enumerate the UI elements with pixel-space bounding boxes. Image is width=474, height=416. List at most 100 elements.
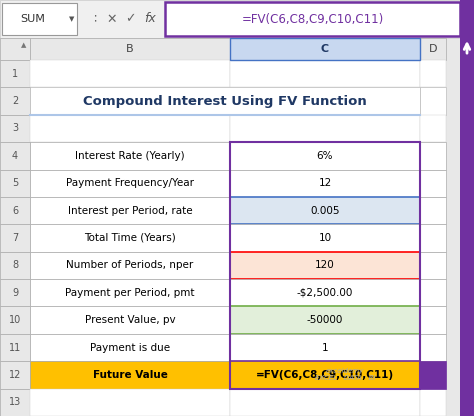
Bar bbox=[460, 38, 474, 416]
Text: =FV(C6,C8,C9,C10,C11): =FV(C6,C8,C9,C10,C11) bbox=[256, 370, 394, 380]
Bar bbox=[30, 334, 230, 361]
Bar bbox=[30, 252, 230, 279]
Text: 12: 12 bbox=[9, 370, 21, 380]
Bar bbox=[30, 60, 230, 87]
Bar bbox=[420, 224, 446, 252]
Bar bbox=[0, 279, 30, 307]
Bar bbox=[80, 3, 155, 35]
Text: 120: 120 bbox=[315, 260, 335, 270]
Text: 0.005: 0.005 bbox=[310, 206, 340, 215]
Bar bbox=[30, 224, 230, 252]
Bar bbox=[0, 115, 30, 142]
Bar bbox=[30, 38, 230, 60]
Text: -50000: -50000 bbox=[307, 315, 343, 325]
Text: ✓: ✓ bbox=[125, 12, 135, 25]
Bar bbox=[230, 224, 420, 252]
Text: C: C bbox=[321, 44, 329, 54]
Bar bbox=[30, 142, 230, 170]
Bar bbox=[0, 60, 30, 87]
Bar bbox=[230, 170, 420, 197]
Text: Number of Periods, nper: Number of Periods, nper bbox=[66, 260, 193, 270]
Bar bbox=[230, 115, 420, 142]
Text: 5: 5 bbox=[12, 178, 18, 188]
Bar bbox=[420, 38, 446, 60]
Bar bbox=[30, 389, 230, 416]
Text: Payment per Period, pmt: Payment per Period, pmt bbox=[65, 288, 195, 298]
Text: 2: 2 bbox=[12, 96, 18, 106]
Bar bbox=[420, 389, 446, 416]
Text: =FV(C6,C8,C9,C10,C11): =FV(C6,C8,C9,C10,C11) bbox=[241, 12, 383, 25]
Text: 13: 13 bbox=[9, 397, 21, 407]
Bar bbox=[0, 389, 30, 416]
Text: D: D bbox=[429, 44, 437, 54]
Bar bbox=[420, 142, 446, 170]
Bar bbox=[30, 197, 230, 224]
Bar bbox=[420, 60, 446, 87]
Text: Interest per Period, rate: Interest per Period, rate bbox=[68, 206, 192, 215]
Text: ▲: ▲ bbox=[21, 42, 27, 48]
Bar bbox=[0, 224, 30, 252]
Text: B: B bbox=[126, 44, 134, 54]
Bar bbox=[0, 307, 30, 334]
Bar bbox=[230, 279, 420, 307]
Text: -$2,500.00: -$2,500.00 bbox=[297, 288, 353, 298]
Text: ∶: ∶ bbox=[93, 12, 97, 25]
Text: Total Time (Years): Total Time (Years) bbox=[84, 233, 176, 243]
Bar bbox=[230, 307, 420, 334]
Bar bbox=[30, 87, 420, 115]
Bar bbox=[230, 38, 420, 60]
Bar bbox=[2, 3, 77, 35]
Bar bbox=[230, 361, 420, 389]
Text: exceldemy
EXCEL · DATA · BI: exceldemy EXCEL · DATA · BI bbox=[315, 369, 375, 381]
Text: 9: 9 bbox=[12, 288, 18, 298]
Bar bbox=[0, 87, 30, 115]
Text: 10: 10 bbox=[319, 233, 331, 243]
Bar bbox=[0, 252, 30, 279]
Text: fx: fx bbox=[144, 12, 156, 25]
Bar bbox=[0, 170, 30, 197]
Bar bbox=[30, 170, 230, 197]
Bar bbox=[0, 197, 30, 224]
Bar bbox=[420, 115, 446, 142]
Bar bbox=[230, 252, 420, 279]
Text: 6: 6 bbox=[12, 206, 18, 215]
Text: ▼: ▼ bbox=[69, 16, 75, 22]
Bar bbox=[420, 279, 446, 307]
Text: 11: 11 bbox=[9, 342, 21, 352]
Bar bbox=[420, 170, 446, 197]
Bar bbox=[230, 334, 420, 361]
Bar bbox=[0, 334, 30, 361]
Text: SUM: SUM bbox=[20, 14, 45, 24]
Text: Present Value, pv: Present Value, pv bbox=[85, 315, 175, 325]
Bar bbox=[230, 60, 420, 87]
Text: Future Value: Future Value bbox=[92, 370, 167, 380]
Bar bbox=[230, 142, 420, 170]
Bar bbox=[0, 38, 30, 60]
Text: 4: 4 bbox=[12, 151, 18, 161]
Text: 6%: 6% bbox=[317, 151, 333, 161]
Text: ✕: ✕ bbox=[107, 12, 117, 25]
Text: 1: 1 bbox=[322, 342, 328, 352]
Bar bbox=[420, 252, 446, 279]
Text: 7: 7 bbox=[12, 233, 18, 243]
Bar bbox=[420, 361, 446, 389]
Bar bbox=[460, 0, 474, 38]
Bar bbox=[30, 279, 230, 307]
Bar bbox=[230, 389, 420, 416]
Bar bbox=[30, 115, 230, 142]
Bar bbox=[420, 307, 446, 334]
Bar bbox=[0, 361, 30, 389]
Bar bbox=[165, 2, 460, 36]
Text: 3: 3 bbox=[12, 124, 18, 134]
Text: 10: 10 bbox=[9, 315, 21, 325]
Bar bbox=[30, 307, 230, 334]
Text: 8: 8 bbox=[12, 260, 18, 270]
Bar bbox=[30, 361, 230, 389]
Text: Payment is due: Payment is due bbox=[90, 342, 170, 352]
Bar bbox=[0, 0, 474, 38]
Bar bbox=[0, 142, 30, 170]
Text: Payment Frequency/Year: Payment Frequency/Year bbox=[66, 178, 194, 188]
Bar bbox=[420, 87, 446, 115]
Bar bbox=[230, 197, 420, 224]
Bar bbox=[230, 142, 420, 389]
